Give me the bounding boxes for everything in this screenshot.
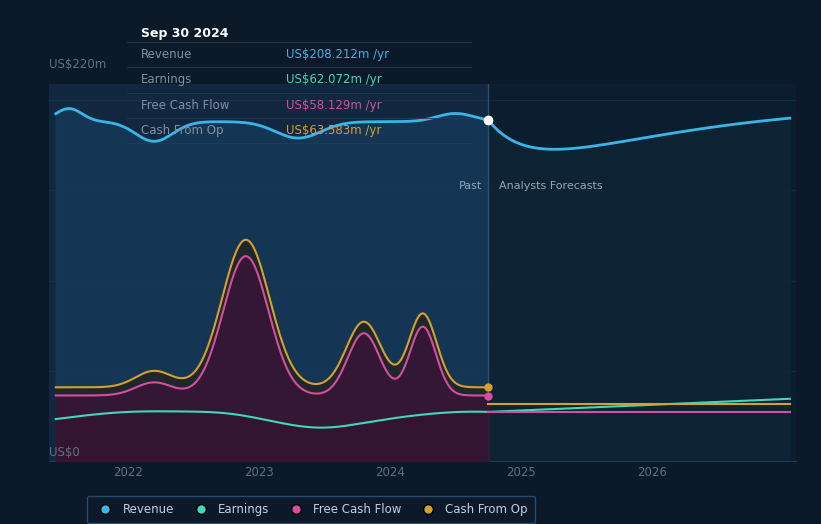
Text: Free Cash Flow: Free Cash Flow: [141, 99, 229, 112]
Text: US$62.072m /yr: US$62.072m /yr: [286, 73, 382, 86]
Text: US$208.212m /yr: US$208.212m /yr: [286, 48, 389, 61]
Text: US$58.129m /yr: US$58.129m /yr: [286, 99, 382, 112]
Text: US$63.583m /yr: US$63.583m /yr: [286, 124, 381, 137]
Text: Cash From Op: Cash From Op: [141, 124, 223, 137]
Text: Analysts Forecasts: Analysts Forecasts: [499, 181, 603, 191]
Bar: [488, 84, 796, 461]
Legend: Revenue, Earnings, Free Cash Flow, Cash From Op: Revenue, Earnings, Free Cash Flow, Cash …: [86, 496, 535, 523]
Text: Revenue: Revenue: [141, 48, 192, 61]
Bar: [49, 84, 488, 461]
Text: Earnings: Earnings: [141, 73, 192, 86]
Text: Past: Past: [459, 181, 482, 191]
Text: US$0: US$0: [49, 446, 80, 460]
Text: Sep 30 2024: Sep 30 2024: [141, 27, 228, 40]
Text: US$220m: US$220m: [49, 58, 107, 71]
